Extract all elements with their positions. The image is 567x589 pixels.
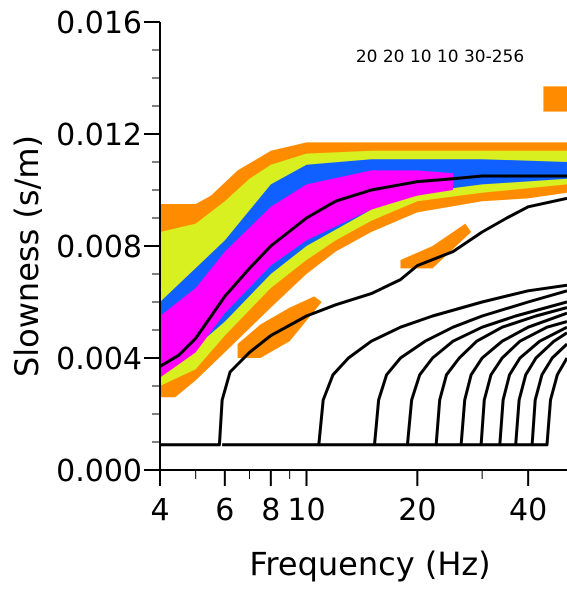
x-tick-label: 6 — [215, 493, 234, 528]
energy-region — [400, 223, 472, 269]
energy-region — [543, 86, 567, 112]
x-tick-label: 40 — [509, 493, 547, 528]
y-axis-label: Slowness (s/m) — [8, 135, 46, 377]
mode-curve — [222, 283, 567, 447]
y-tick-label: 0.004 — [56, 342, 142, 377]
energy-region — [237, 296, 322, 358]
y-tick-label: 0.000 — [56, 454, 142, 489]
mode-curve — [160, 174, 567, 368]
energy-image — [160, 86, 567, 398]
annotation: 20 20 10 10 30-256 — [356, 47, 524, 67]
dispersion-curves — [160, 174, 567, 447]
mode-curve — [532, 357, 567, 447]
mode-curve — [318, 289, 567, 447]
y-tick-label: 0.016 — [56, 6, 142, 41]
mode-curve — [436, 311, 567, 447]
axes: 0.000 0.004 0.008 0.012 0.016 4 6 8 10 20 40 — [56, 6, 567, 528]
x-tick-label: 4 — [150, 493, 169, 528]
energy-region — [160, 170, 454, 378]
mode-curve — [407, 306, 567, 447]
mode-curve — [481, 325, 567, 447]
mode-curve — [160, 196, 567, 447]
x-tick-label: 10 — [287, 493, 325, 528]
energy-region — [160, 159, 567, 378]
y-tick-label: 0.008 — [56, 230, 142, 265]
x-axis-label: Frequency (Hz) — [249, 545, 490, 583]
mode-curve — [515, 342, 567, 447]
x-tick-label: 20 — [398, 493, 436, 528]
x-tick-label: 8 — [261, 493, 280, 528]
mode-curve — [374, 300, 567, 447]
mode-curve — [461, 320, 567, 447]
y-tick-label: 0.012 — [56, 118, 142, 153]
